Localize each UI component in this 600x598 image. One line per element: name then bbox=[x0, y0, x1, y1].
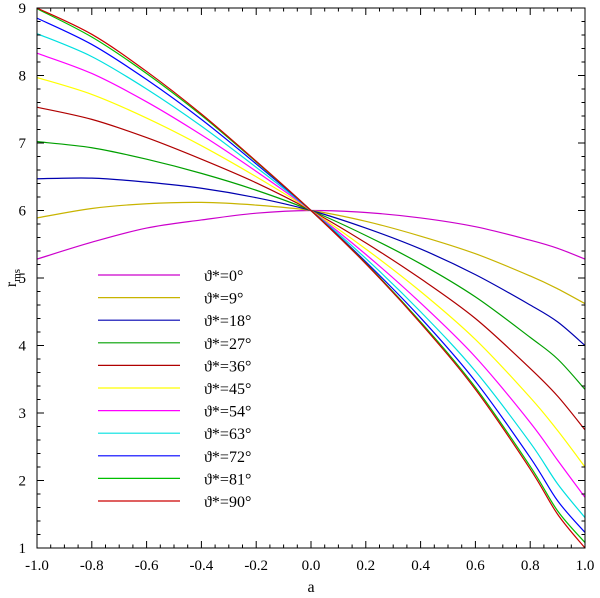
y-tick-label: 7 bbox=[19, 136, 27, 152]
y-tick-label: 2 bbox=[19, 474, 27, 490]
axis-ticks bbox=[36, 7, 586, 549]
legend-label-theta-0: ϑ*=0° bbox=[204, 268, 243, 285]
series-line-theta-27 bbox=[36, 141, 586, 390]
legend-label-theta-27: ϑ*=27° bbox=[204, 336, 251, 353]
legend-label-theta-45: ϑ*=45° bbox=[204, 381, 251, 398]
series-line-theta-45 bbox=[36, 76, 586, 468]
curves bbox=[36, 7, 586, 549]
legend-label-theta-9: ϑ*=9° bbox=[204, 291, 243, 308]
x-tick-label: 0.0 bbox=[302, 558, 321, 574]
y-tick-label: 1 bbox=[19, 541, 27, 557]
y-axis-label-sub: ms bbox=[11, 269, 23, 282]
y-tick-label: 5 bbox=[19, 271, 27, 287]
x-tick-label: 0.2 bbox=[356, 558, 375, 574]
y-tick-labels: 1 2 3 4 5 6 7 8 9 bbox=[19, 1, 27, 557]
series-line-theta-63 bbox=[36, 33, 586, 519]
series-line-theta-9 bbox=[36, 201, 586, 305]
x-tick-label: -0.8 bbox=[80, 558, 104, 574]
y-tick-label: 6 bbox=[19, 204, 27, 220]
legend-label-theta-18: ϑ*=18° bbox=[204, 313, 251, 330]
x-tick-label: 0.6 bbox=[466, 558, 485, 574]
x-tick-label: 0.4 bbox=[411, 558, 430, 574]
x-tick-label: 1.0 bbox=[576, 558, 595, 574]
y-axis-label-main: r bbox=[3, 281, 20, 287]
x-tick-label: -1.0 bbox=[25, 558, 49, 574]
legend-label-theta-36: ϑ*=36° bbox=[204, 358, 251, 375]
legend-label-theta-54: ϑ*=54° bbox=[204, 404, 251, 421]
legend-label-theta-63: ϑ*=63° bbox=[204, 426, 251, 443]
legend-label-theta-72: ϑ*=72° bbox=[204, 449, 251, 466]
y-tick-label: 4 bbox=[19, 339, 27, 355]
y-axis-label: rms bbox=[3, 269, 23, 287]
series-line-theta-90 bbox=[36, 7, 586, 549]
series-line-theta-81 bbox=[36, 8, 586, 543]
plot-frame bbox=[36, 7, 586, 549]
series-line-theta-36 bbox=[36, 106, 586, 431]
y-tick-label: 9 bbox=[19, 1, 27, 17]
x-tick-label: -0.2 bbox=[244, 558, 268, 574]
series-line-theta-54 bbox=[36, 52, 586, 498]
legend: ϑ*=0° ϑ*=9° ϑ*=18° ϑ*=27° ϑ*=36° ϑ*=45° ϑ*=54°… bbox=[98, 268, 251, 511]
series-line-theta-18 bbox=[36, 177, 586, 346]
x-tick-label: 0.8 bbox=[521, 558, 540, 574]
x-tick-label: -0.6 bbox=[135, 558, 159, 574]
x-tick-labels: -1.0 -0.8 -0.6 -0.4 -0.2 0.0 0.2 0.4 0.6 0.8 1.0 bbox=[25, 558, 594, 574]
legend-label-theta-90: ϑ*=90° bbox=[204, 494, 251, 511]
legend-label-theta-81: ϑ*=81° bbox=[204, 471, 251, 488]
y-tick-label: 8 bbox=[19, 69, 27, 85]
x-axis-label: a bbox=[307, 579, 314, 596]
x-tick-label: -0.4 bbox=[190, 558, 214, 574]
series-line-theta-0 bbox=[36, 209, 586, 260]
y-tick-label: 3 bbox=[19, 406, 27, 422]
